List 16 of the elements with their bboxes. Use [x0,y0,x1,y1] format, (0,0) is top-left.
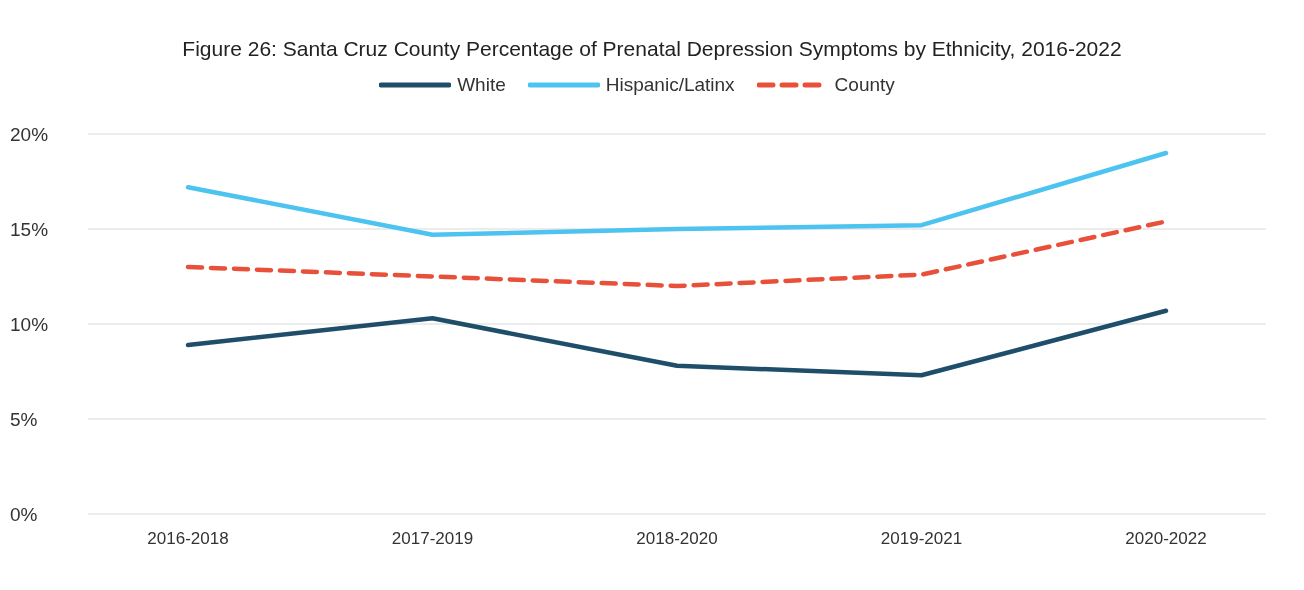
y-tick-label: 20% [10,123,49,145]
x-tick-label: 2018-2020 [636,529,718,549]
y-tick-label: 15% [10,218,49,240]
y-tick-label: 10% [10,313,49,335]
legend-label: County [833,74,895,96]
line-series [185,150,1169,237]
x-tick-label: 2019-2021 [880,529,963,549]
x-tick-label: 2017-2019 [391,529,474,549]
x-tick-label: 2020-2022 [1125,529,1207,549]
line-series [185,308,1169,378]
x-tick-label: 2016-2018 [147,529,229,549]
legend-label: White [456,74,506,96]
legend-label: Hispanic/Latinx [604,74,735,96]
y-tick-label: 0% [10,503,38,525]
chart-title: Figure 26: Santa Cruz County Percentage of Prenatal Depression Symptoms by Ethnicity, 2016-2022 [181,36,1123,62]
y-tick-label: 5% [10,408,38,430]
